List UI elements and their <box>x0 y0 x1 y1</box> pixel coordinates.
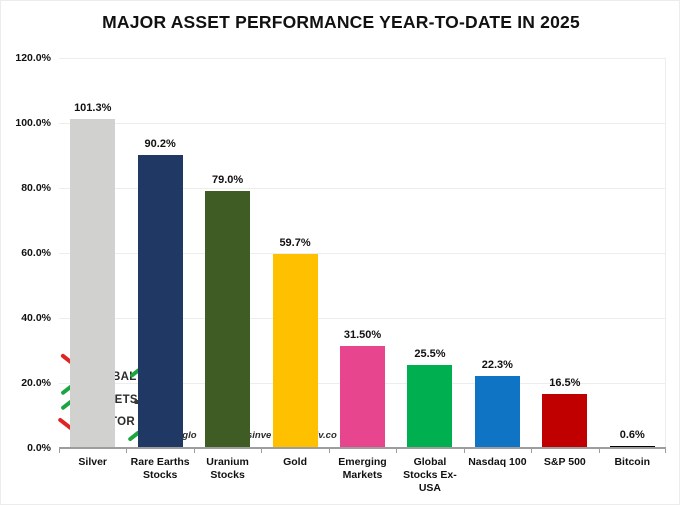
watermark-dash-icon <box>134 400 141 404</box>
gridline <box>59 58 666 59</box>
bar-gold <box>272 253 318 448</box>
y-axis-tick-label: 80.0% <box>21 181 51 194</box>
x-axis-category-label-line: Uranium <box>206 456 249 468</box>
x-axis-tick <box>598 448 600 453</box>
x-axis-category-label: Emerging Markets <box>329 456 396 482</box>
bar-nasdaq-100 <box>474 375 520 448</box>
y-axis-tick-label: 60.0% <box>21 246 51 259</box>
x-axis-category-label: S&P 500 <box>531 456 598 469</box>
x-axis-category-label-line: Global <box>413 456 447 468</box>
bar-value-label: 22.3% <box>481 358 513 371</box>
watermark-url-text: //glo <box>177 430 197 441</box>
bar-uranium-stocks <box>205 191 251 448</box>
y-axis-tick-label: 120.0% <box>15 51 51 64</box>
bar-value-label: 31.50% <box>343 328 382 341</box>
x-axis-tick <box>193 448 195 453</box>
x-axis-category-label: Bitcoin <box>599 456 666 469</box>
bar-value-label: 59.7% <box>279 236 311 249</box>
bar-global-stocks-ex-usa <box>407 365 453 448</box>
x-axis-tick <box>126 448 128 453</box>
x-axis-line <box>59 447 666 449</box>
x-axis-category-label: Uranium Stocks <box>194 456 261 482</box>
y-axis-tick-label: 100.0% <box>15 116 51 129</box>
x-axis-category-label: Rare Earths Stocks <box>126 456 193 482</box>
gridline <box>59 123 666 124</box>
bar-rare-earths-stocks <box>137 154 183 448</box>
y-axis-tick-label: 20.0% <box>21 376 51 389</box>
bar-emerging-markets <box>340 345 385 448</box>
x-axis-category-label-line: Silver <box>78 456 108 468</box>
x-axis-tick <box>328 448 330 453</box>
x-axis-category-label-line: Nasdaq 100 <box>468 456 527 468</box>
y-axis-tick-label: 40.0% <box>21 311 51 324</box>
x-axis-category-label-line: Emerging <box>338 456 387 468</box>
watermark-url-text: iiv.co <box>313 430 337 441</box>
x-axis-category-label-line: Gold <box>283 456 307 468</box>
bar-value-label: 101.3% <box>74 101 112 114</box>
chart-title: MAJOR ASSET PERFORMANCE YEAR-TO-DATE IN … <box>102 12 580 32</box>
x-axis-category-label-line: S&P 500 <box>543 456 586 468</box>
x-axis-category-label: Global Stocks Ex- USA <box>396 456 463 495</box>
bar-value-label: 90.2% <box>144 137 176 150</box>
x-axis-category-label: Silver <box>59 456 126 469</box>
x-axis-tick <box>463 448 465 453</box>
x-axis-category-label: Nasdaq 100 <box>464 456 531 469</box>
bar-silver <box>70 118 116 448</box>
x-axis-category-label-line: Stocks Ex- <box>403 469 457 481</box>
x-axis-category-label-line: Stocks <box>210 469 245 481</box>
watermark-url-text: sinve <box>247 430 272 441</box>
plot-right-border <box>665 58 666 448</box>
gridline <box>59 253 666 254</box>
bar-value-label: 79.0% <box>212 174 244 187</box>
bar-s-p-500 <box>542 394 588 448</box>
x-axis-tick <box>396 448 398 453</box>
y-axis-tick-label: 0.0% <box>27 441 51 454</box>
bar-value-label: 25.5% <box>414 348 446 361</box>
x-axis-category-label-line: Rare Earths <box>130 456 190 468</box>
x-axis-category-label-line: USA <box>418 482 442 494</box>
x-axis-category-label: Gold <box>261 456 328 469</box>
plot-area: BAL KETS TOR//glo sinve iiv.co 101.3% 90.2% 79… <box>57 58 666 453</box>
bar-value-label: 16.5% <box>549 377 581 390</box>
watermark-logo-text: TOR <box>110 416 135 428</box>
x-axis-tick <box>665 448 666 453</box>
x-axis-category-label-line: Markets <box>342 469 383 481</box>
x-axis-tick <box>59 448 60 453</box>
x-axis-category-label-line: Bitcoin <box>614 456 651 468</box>
x-axis-tick <box>261 448 263 453</box>
x-axis-category-label-line: Stocks <box>142 469 178 481</box>
gridline <box>59 188 666 189</box>
x-axis-tick <box>531 448 533 453</box>
gridline <box>59 318 666 319</box>
bar-value-label: 0.6% <box>619 429 645 441</box>
